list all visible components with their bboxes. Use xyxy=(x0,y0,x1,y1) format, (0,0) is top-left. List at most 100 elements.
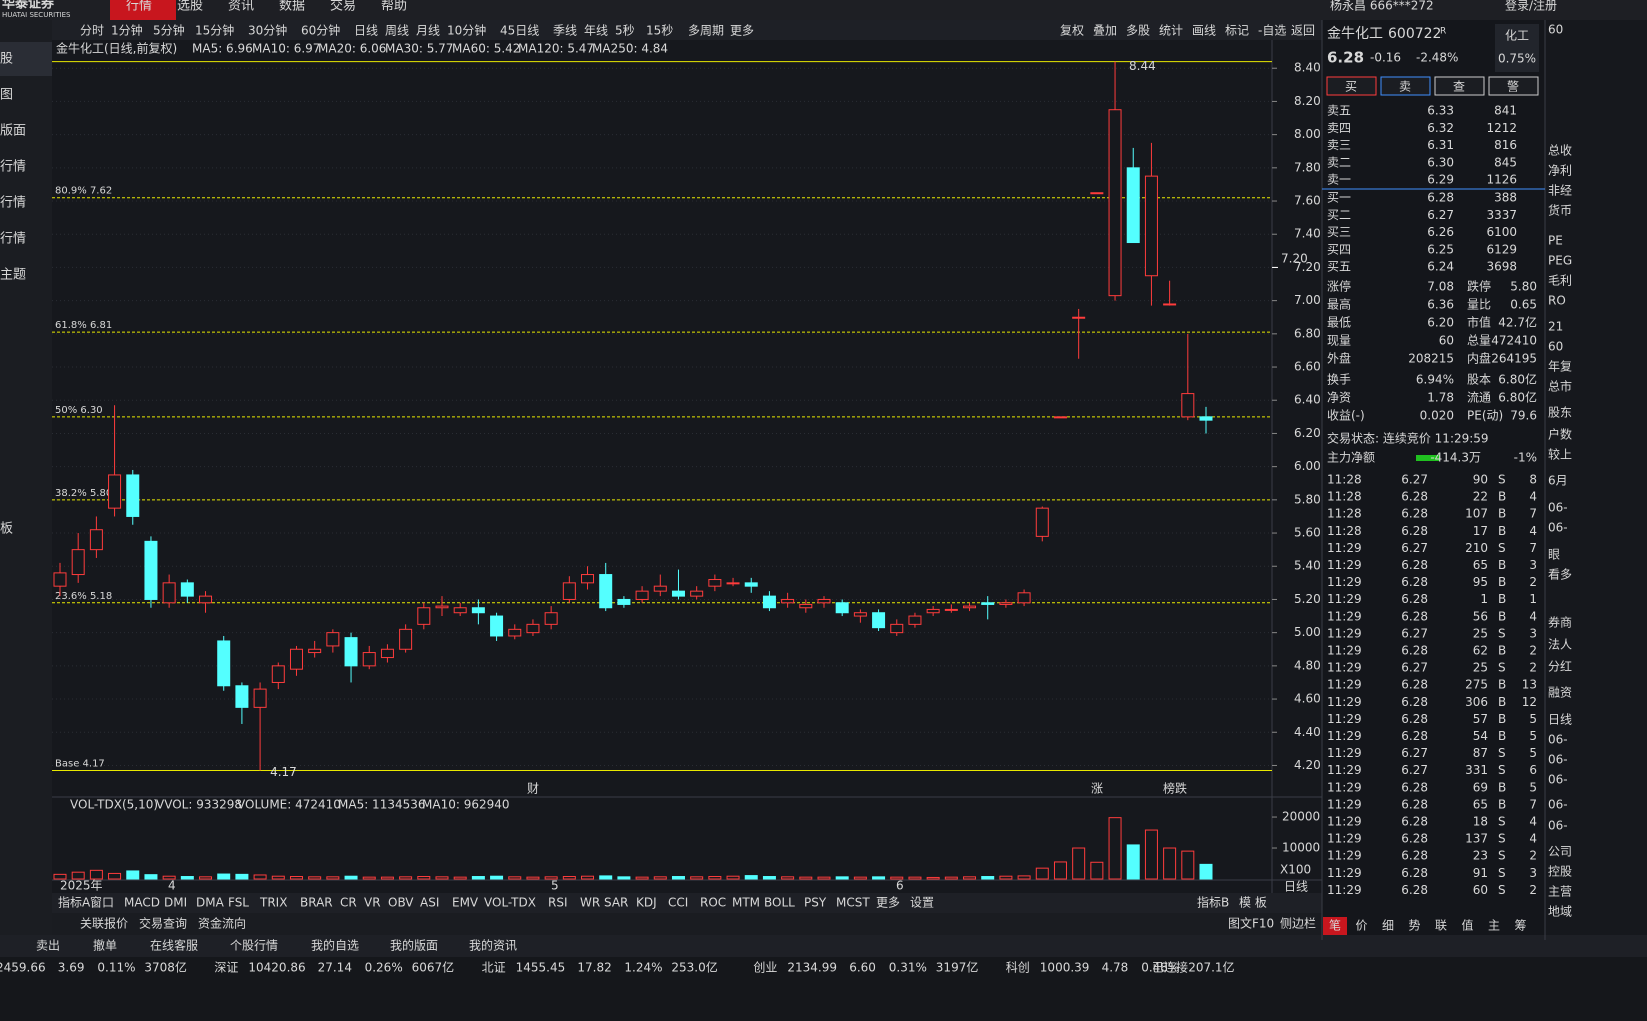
menu-item[interactable]: 交易 xyxy=(330,0,356,14)
indicator[interactable]: CCI xyxy=(668,896,688,910)
indicator[interactable]: MACD xyxy=(124,896,160,910)
tool[interactable]: -自选 xyxy=(1258,24,1286,38)
sidebar-item[interactable]: 板 xyxy=(0,522,13,537)
toolbar-item[interactable]: 我的版面 xyxy=(390,938,438,953)
period[interactable]: 月线 xyxy=(416,24,440,38)
sidebar-item[interactable]: 行情 xyxy=(0,160,26,175)
indicator-b[interactable]: 指标B xyxy=(1197,895,1229,910)
trade-button[interactable] xyxy=(1434,76,1485,96)
quote-tab[interactable]: 主 xyxy=(1488,919,1500,933)
toolbar-item[interactable]: 撤单 xyxy=(93,938,117,953)
tool[interactable]: 返回 xyxy=(1291,24,1315,38)
tab[interactable]: 交易查询 xyxy=(139,916,187,931)
tab[interactable]: 资金流向 xyxy=(198,916,246,931)
period[interactable]: 30分钟 xyxy=(248,23,287,38)
quote-tab[interactable]: 势 xyxy=(1408,919,1420,933)
trade-button[interactable] xyxy=(1380,76,1431,96)
period[interactable]: 15秒 xyxy=(646,24,673,38)
quote-tab[interactable]: 细 xyxy=(1382,919,1394,933)
quote-tab[interactable]: 筹 xyxy=(1514,919,1526,933)
period[interactable]: 日线 xyxy=(354,24,378,38)
status-item: 创业 xyxy=(753,961,777,975)
toolbar-item[interactable]: 我的资讯 xyxy=(469,938,517,953)
sidebar-item[interactable]: 图 xyxy=(0,88,13,103)
login[interactable]: 登录/注册 xyxy=(1505,0,1557,13)
period[interactable]: 10分钟 xyxy=(447,23,486,38)
period[interactable]: 5分钟 xyxy=(153,23,185,38)
volume-bar xyxy=(1035,867,1049,880)
period[interactable]: 15分钟 xyxy=(195,23,234,38)
period[interactable]: 5秒 xyxy=(615,24,635,38)
indicator[interactable]: ROC xyxy=(700,896,726,910)
toolbar-item[interactable]: 个股行情 xyxy=(230,939,278,953)
toolbar-item[interactable]: 卖出 xyxy=(36,939,60,953)
indicator[interactable]: TRIX xyxy=(259,896,287,910)
tool[interactable]: 多股 xyxy=(1126,24,1150,38)
sector[interactable]: 化工 xyxy=(1505,29,1529,43)
indicator[interactable]: EMV xyxy=(452,896,479,910)
tool[interactable]: 画线 xyxy=(1192,24,1216,38)
quote-tab[interactable]: 值 xyxy=(1461,918,1473,933)
menu-item[interactable]: 数据 xyxy=(279,0,305,14)
indicator[interactable]: WR xyxy=(580,896,600,910)
indicator[interactable]: 指标A xyxy=(58,895,91,910)
sidebar-item[interactable]: 行情 xyxy=(0,232,26,247)
flow-pct: -1% xyxy=(1514,451,1537,465)
indicator[interactable]: 设置 xyxy=(910,896,934,910)
tool[interactable]: 叠加 xyxy=(1093,24,1117,38)
quote-tab[interactable]: 笔 xyxy=(1329,918,1341,933)
side-button[interactable]: 图文F10 xyxy=(1228,916,1274,931)
indicator[interactable]: CR xyxy=(340,896,357,910)
toolbar-item[interactable]: 在线客服 xyxy=(150,938,198,953)
period[interactable]: 季线 xyxy=(553,24,577,38)
indicator[interactable]: MTM xyxy=(732,896,760,910)
indicator[interactable]: FSL xyxy=(228,896,249,910)
period[interactable]: 更多 xyxy=(730,24,754,38)
menu-item[interactable]: 行情 xyxy=(126,0,152,14)
menu-item[interactable]: 选股 xyxy=(177,0,203,14)
tab[interactable]: 关联报价 xyxy=(80,916,128,931)
period[interactable]: 分时 xyxy=(80,24,104,38)
sidebar-item[interactable]: 行情 xyxy=(0,196,26,211)
indicator-b[interactable]: 模 板 xyxy=(1239,896,1267,910)
side-button[interactable]: 侧边栏 xyxy=(1280,916,1316,931)
tool[interactable]: 统计 xyxy=(1159,24,1183,38)
trade-button[interactable] xyxy=(1488,76,1539,96)
indicator[interactable]: 更多 xyxy=(876,896,900,910)
period[interactable]: 1分钟 xyxy=(111,23,143,38)
period[interactable]: 周线 xyxy=(385,24,409,38)
indicator[interactable]: ASI xyxy=(420,896,439,910)
far-right-text: 6月 xyxy=(1548,474,1568,488)
indicator[interactable]: BRAR xyxy=(300,896,333,910)
trade-button[interactable] xyxy=(1326,76,1377,96)
indicator[interactable]: 窗口 xyxy=(90,896,114,910)
indicator[interactable]: KDJ xyxy=(636,896,657,910)
period[interactable]: 多周期 xyxy=(688,24,724,38)
sidebar-item[interactable]: 股 xyxy=(0,52,13,67)
tool[interactable]: 标记 xyxy=(1225,24,1249,38)
sidebar-item[interactable]: 版面 xyxy=(0,124,26,139)
indicator[interactable]: DMA xyxy=(196,896,225,910)
indicator[interactable]: OBV xyxy=(388,896,414,910)
toolbar-item[interactable]: 我的自选 xyxy=(311,938,359,953)
indicator[interactable]: VOL-TDX xyxy=(484,896,536,910)
indicator[interactable]: VR xyxy=(364,896,381,910)
indicator[interactable]: RSI xyxy=(548,896,568,910)
y-tick-label: 7.20 xyxy=(1294,260,1321,274)
quote-tab[interactable]: 联 xyxy=(1435,919,1447,933)
sidebar-item[interactable]: 主题 xyxy=(0,268,26,283)
menu-item[interactable]: 帮助 xyxy=(381,0,407,14)
tick-volume: 17 xyxy=(1473,524,1488,538)
indicator[interactable]: PSY xyxy=(804,896,827,910)
tool[interactable]: 复权 xyxy=(1060,24,1084,38)
period[interactable]: 年线 xyxy=(584,24,608,38)
period[interactable]: 60分钟 xyxy=(301,23,340,38)
user[interactable]: 杨永昌 666***272 xyxy=(1330,0,1434,13)
menu-item[interactable]: 资讯 xyxy=(228,0,254,14)
indicator[interactable]: DMI xyxy=(164,896,187,910)
period[interactable]: 45日线 xyxy=(500,24,539,38)
indicator[interactable]: SAR xyxy=(604,896,628,910)
indicator[interactable]: BOLL xyxy=(764,896,795,910)
indicator[interactable]: MCST xyxy=(836,896,870,910)
quote-tab[interactable]: 价 xyxy=(1355,919,1367,933)
